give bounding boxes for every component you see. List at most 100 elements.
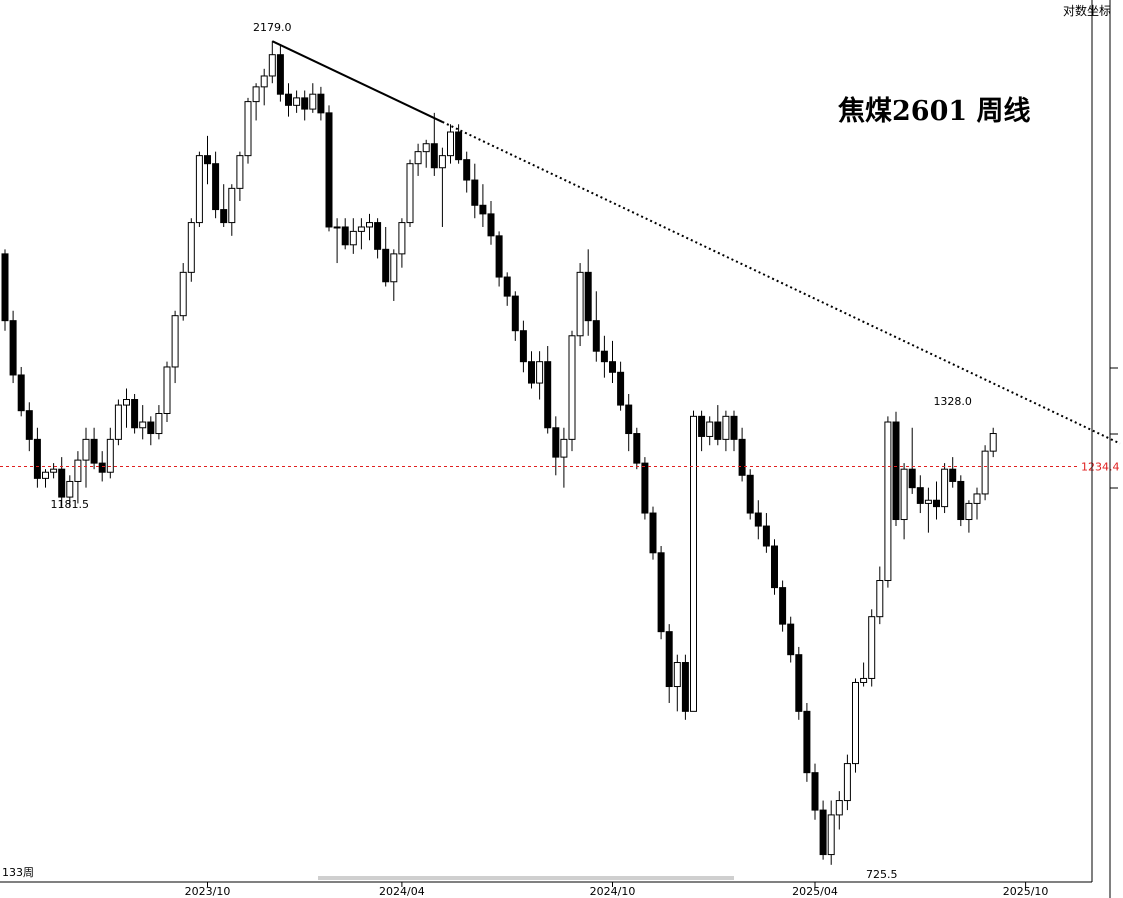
candle xyxy=(17,366,25,417)
value-annotation: 725.5 xyxy=(866,868,898,881)
candle-body-up xyxy=(900,468,908,521)
candle xyxy=(625,393,633,452)
candle-body-up xyxy=(860,677,868,683)
candle xyxy=(779,580,787,632)
scale-mode-label[interactable]: 对数坐标 xyxy=(1062,4,1111,18)
candle xyxy=(787,616,795,663)
candle-body-up xyxy=(568,335,576,440)
candle xyxy=(357,218,365,250)
candle-body-down xyxy=(949,468,957,482)
candle xyxy=(754,500,762,540)
candle xyxy=(641,457,649,520)
candle xyxy=(827,800,835,865)
candle xyxy=(155,405,163,440)
candle-body-up xyxy=(163,366,171,415)
candle xyxy=(771,539,778,595)
candle-body-up xyxy=(155,413,163,435)
candle-body-up xyxy=(989,433,997,452)
candle-body-up xyxy=(50,468,58,473)
candle-body-down xyxy=(746,474,754,514)
candle xyxy=(268,41,276,84)
candle xyxy=(171,310,179,384)
candle-body-up xyxy=(187,222,195,273)
candle-body-up xyxy=(293,97,301,106)
x-tick-label: 2025/10 xyxy=(1003,885,1049,898)
candle xyxy=(868,609,876,687)
candle xyxy=(430,112,438,176)
candle xyxy=(366,213,373,241)
candle xyxy=(260,68,268,106)
candle-body-down xyxy=(957,480,965,521)
candle-body-down xyxy=(528,361,535,384)
candle xyxy=(293,90,301,113)
candle xyxy=(738,427,746,482)
candle-body-down xyxy=(609,361,616,373)
candle xyxy=(285,83,292,117)
candle xyxy=(471,163,479,219)
candle xyxy=(511,291,519,341)
candle xyxy=(33,427,41,488)
candle xyxy=(349,218,357,254)
candle xyxy=(9,310,17,384)
candle xyxy=(220,184,228,227)
candle xyxy=(139,405,147,440)
candle-body-up xyxy=(438,155,446,169)
last-price-label: 1234.4 xyxy=(1081,461,1120,474)
candle-body-down xyxy=(762,525,770,547)
candle xyxy=(819,800,827,860)
trendline-dotted xyxy=(441,121,1121,445)
candle xyxy=(333,218,341,264)
candle xyxy=(633,427,641,470)
candle-body-down xyxy=(779,587,787,625)
candle-body-up xyxy=(835,800,843,816)
candle xyxy=(325,105,333,232)
candle xyxy=(552,416,560,476)
candle-body-up xyxy=(690,415,697,712)
candle-body-down xyxy=(657,552,665,633)
candle-body-up xyxy=(349,230,357,246)
candle xyxy=(544,346,552,434)
labels-layer: 2179.0 1181.5 1328.0 725.5 xyxy=(51,21,972,881)
candle-body-up xyxy=(941,468,949,508)
candle-body-down xyxy=(617,371,625,406)
candle-body-up xyxy=(357,226,365,232)
candle xyxy=(390,249,398,301)
candle-body-up xyxy=(398,222,406,255)
candle xyxy=(973,487,981,520)
value-annotation: 1328.0 xyxy=(933,395,972,408)
candle xyxy=(414,143,422,176)
candle xyxy=(90,427,98,470)
value-annotation: 2179.0 xyxy=(253,21,292,34)
candle xyxy=(374,218,382,259)
candle-body-up xyxy=(973,493,981,504)
candle-body-up xyxy=(106,438,114,473)
candle-body-down xyxy=(301,97,309,110)
candle xyxy=(123,388,130,428)
candle-body-up xyxy=(260,75,268,88)
candle-body-down xyxy=(811,772,819,811)
candle-body-down xyxy=(600,350,608,363)
candle xyxy=(989,427,997,458)
candle-body-up xyxy=(309,93,317,110)
candle-body-down xyxy=(25,410,33,440)
candle xyxy=(131,393,139,434)
candle xyxy=(422,139,430,168)
candle-body-down xyxy=(382,248,390,283)
candle xyxy=(50,463,58,479)
candle-body-up xyxy=(884,421,892,582)
candle xyxy=(617,361,625,411)
candle xyxy=(236,151,244,202)
candle xyxy=(252,83,260,121)
candle-body-up xyxy=(536,361,544,384)
candle xyxy=(698,410,706,452)
candle-body-up xyxy=(244,101,252,157)
candle-body-down xyxy=(665,631,673,688)
candle xyxy=(584,249,592,336)
candle xyxy=(398,218,406,268)
candle-body-down xyxy=(584,271,592,322)
candle xyxy=(341,218,349,250)
candle xyxy=(876,566,884,625)
candle-body-up xyxy=(236,155,244,189)
candle xyxy=(195,151,203,227)
candle-body-down xyxy=(325,112,333,228)
